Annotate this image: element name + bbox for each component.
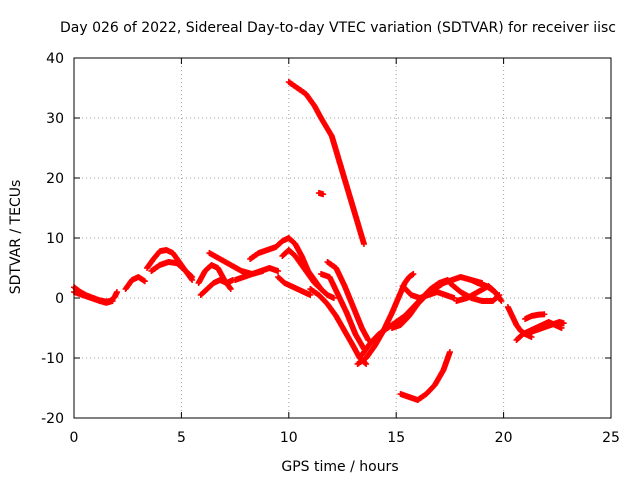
data-point [318,286,325,292]
data-point [141,278,148,285]
y-tick-label: 10 [46,231,64,247]
x-tick-label: 10 [280,430,298,446]
data-arc [197,277,236,298]
y-tick-label: 40 [46,51,64,67]
data-point [275,268,282,274]
data-arc [324,259,372,343]
data-arc [279,247,325,292]
data-arc [275,274,314,298]
data-point [360,241,367,247]
y-tick-label: 0 [55,291,64,307]
data-point [317,285,324,292]
data-point [307,292,314,298]
data-arc [71,289,116,306]
data-arc [522,319,567,337]
x-tick-label: 0 [70,430,79,446]
y-tick-label: -20 [41,411,64,427]
y-tick-label: 20 [46,171,64,187]
data-arc [399,283,458,301]
data-arc [232,265,282,283]
data-point [492,289,499,295]
data-arc [315,190,327,198]
data-arc [285,79,367,247]
x-tick-label: 5 [177,430,186,446]
chart-title: Day 026 of 2022, Sidereal Day-to-day VTE… [60,20,616,36]
x-tick-label: 20 [495,430,513,446]
y-tick-label: -10 [41,351,64,367]
data-arc [122,274,148,292]
y-tick-label: 30 [46,111,64,127]
data-point [227,286,234,292]
data-point [113,289,120,295]
x-axis-label: GPS time / hours [281,459,398,475]
data-point [558,325,565,331]
data-point [189,277,196,283]
data-arc [148,259,196,283]
data-point [363,361,370,367]
data-point [330,295,337,301]
data-point [109,298,116,304]
data-point [320,191,327,198]
x-tick-label: 25 [602,430,620,446]
data-arc [307,286,370,367]
y-axis-label: SDTVAR / TECUs [8,180,24,295]
data-point [541,311,548,318]
data-arc [468,277,499,295]
grid [74,58,611,418]
axis-ticks: 0 5 10 15 20 25 -20 -10 0 10 20 30 40 [41,51,620,446]
data-arc [397,349,453,403]
data-arc [522,311,548,322]
data-point [528,334,535,340]
data-arc [195,262,234,292]
data-point [498,298,505,304]
data-point [446,349,453,355]
data-point [560,320,567,327]
data-arc [318,271,367,352]
data-points [71,79,567,403]
x-tick-label: 15 [387,430,405,446]
data-point [410,271,417,277]
